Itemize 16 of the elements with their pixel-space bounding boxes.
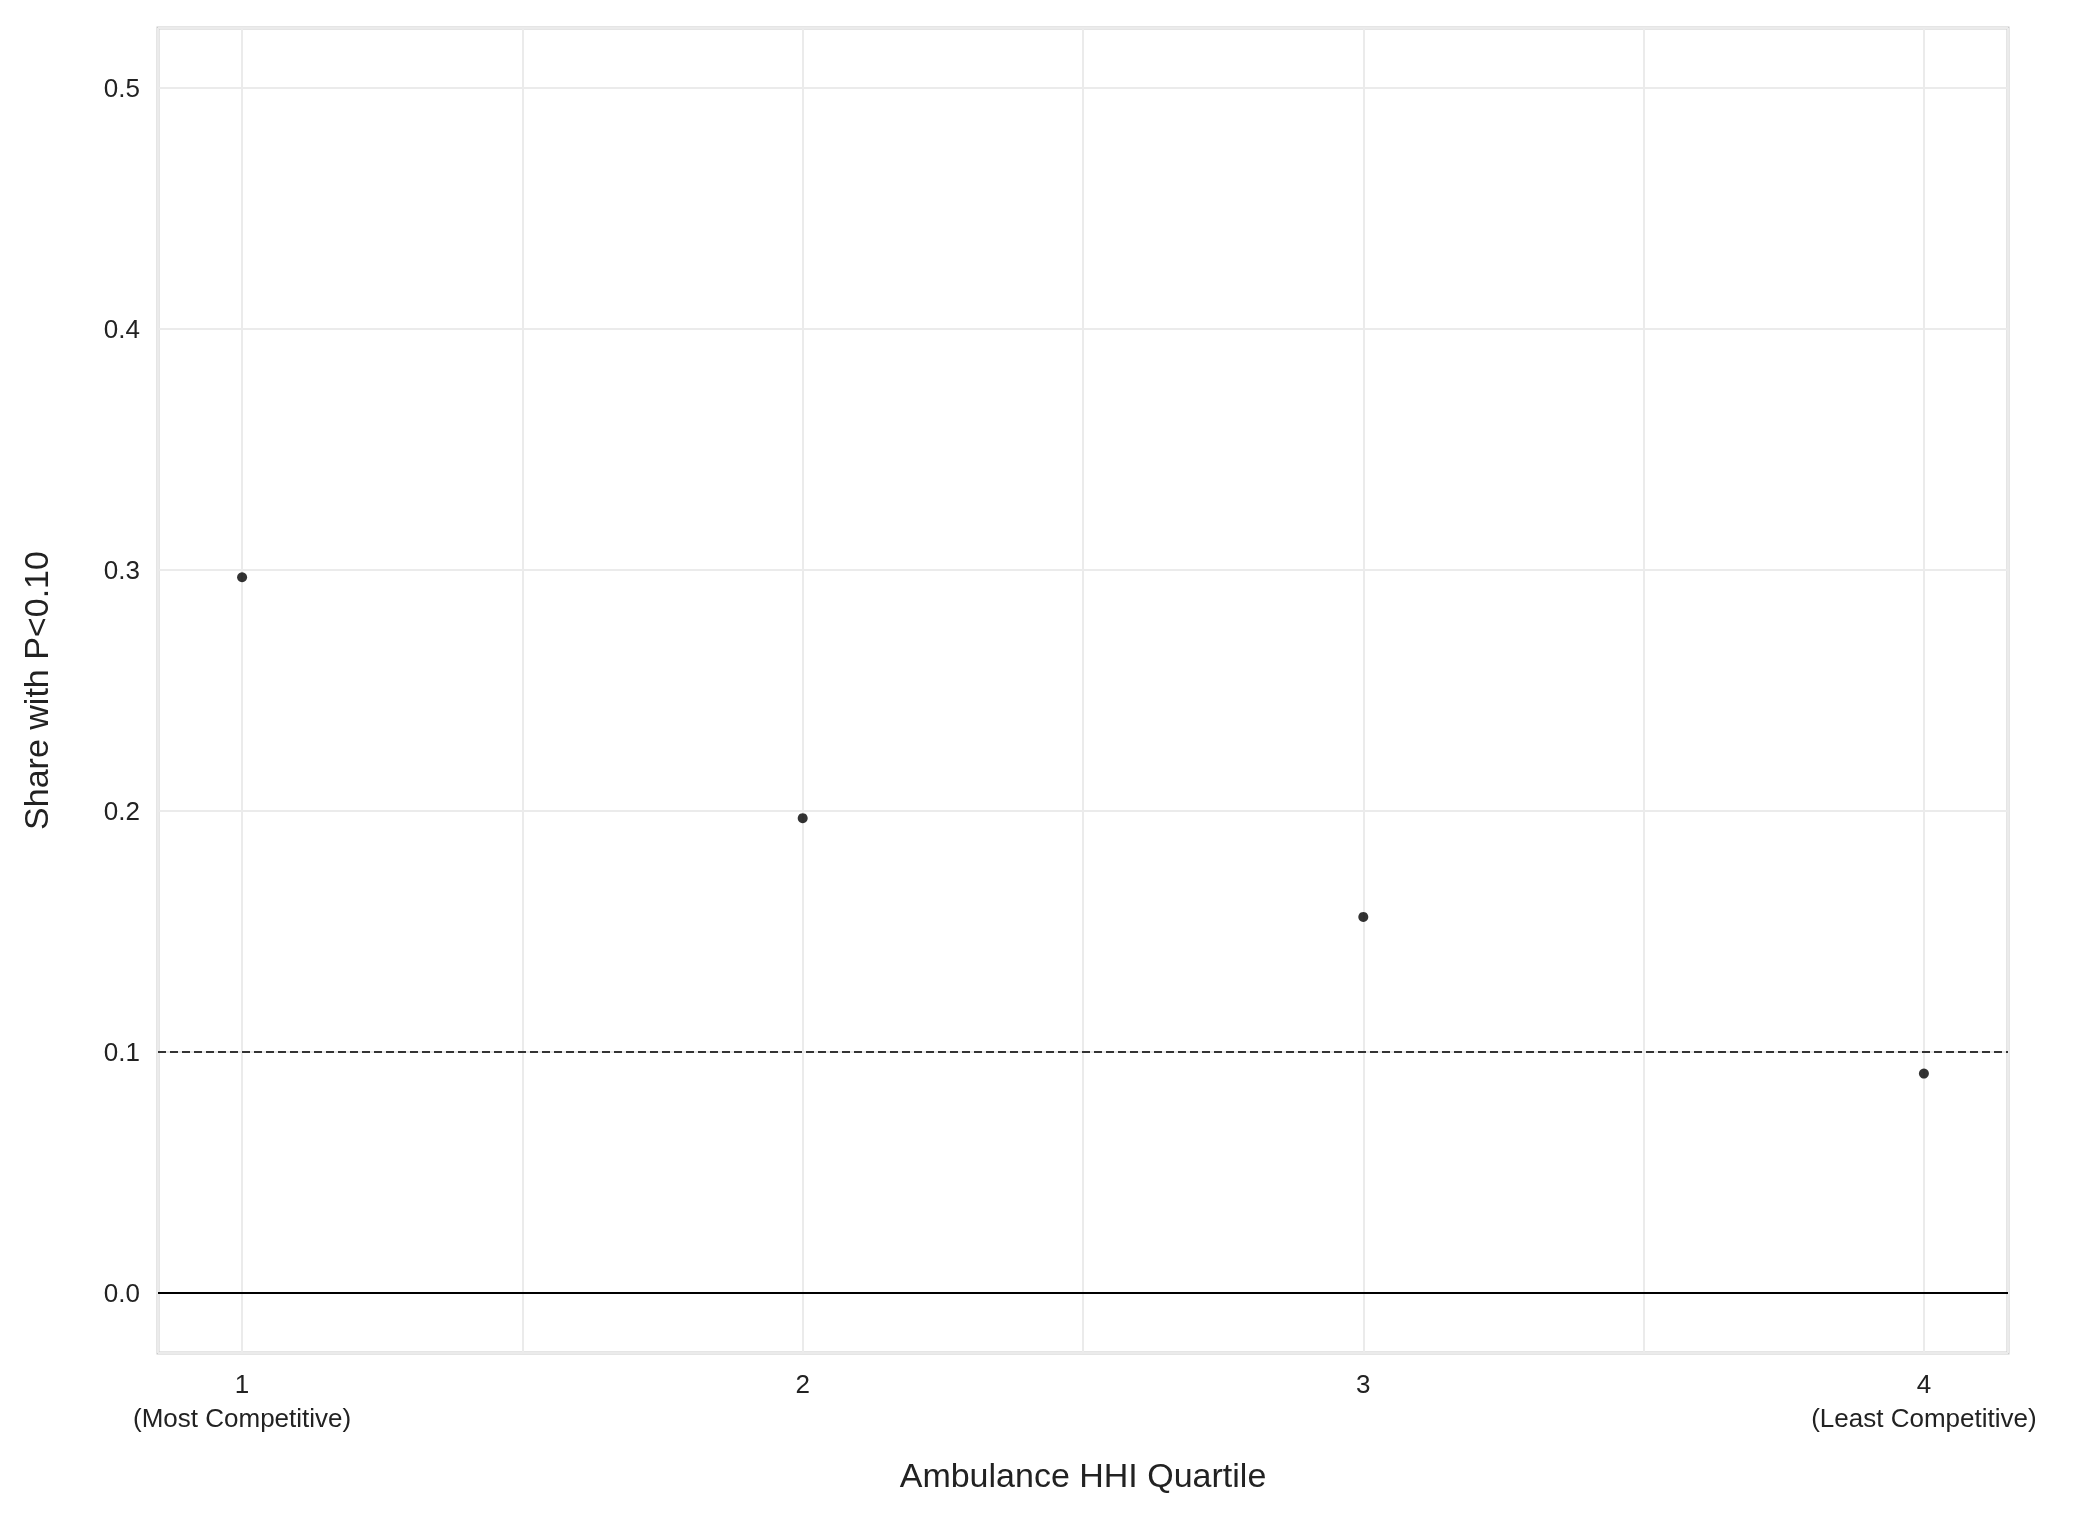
y-tick-label: 0.5 bbox=[103, 73, 140, 104]
y-tick-label: 0.0 bbox=[103, 1277, 140, 1308]
y-tick-label: 0.1 bbox=[103, 1036, 140, 1067]
x-axis-title: Ambulance HHI Quartile bbox=[899, 1456, 1267, 1494]
x-tick-label: 1 (Most Competitive) bbox=[133, 1369, 352, 1433]
point bbox=[797, 813, 808, 824]
point bbox=[1358, 911, 1369, 922]
y-tick-label: 0.4 bbox=[103, 314, 140, 345]
y-tick-label: 0.3 bbox=[103, 555, 140, 586]
x-tick-label: 3 bbox=[1356, 1369, 1371, 1399]
point bbox=[1918, 1068, 1929, 1079]
x-tick-label: 2 bbox=[795, 1369, 810, 1399]
x-tick-label: 4 (Least Competitive) bbox=[1811, 1369, 2037, 1433]
y-axis-title: Share with P<0.10 bbox=[17, 551, 55, 830]
y-tick-label: 0.2 bbox=[103, 795, 140, 826]
point bbox=[237, 572, 248, 583]
